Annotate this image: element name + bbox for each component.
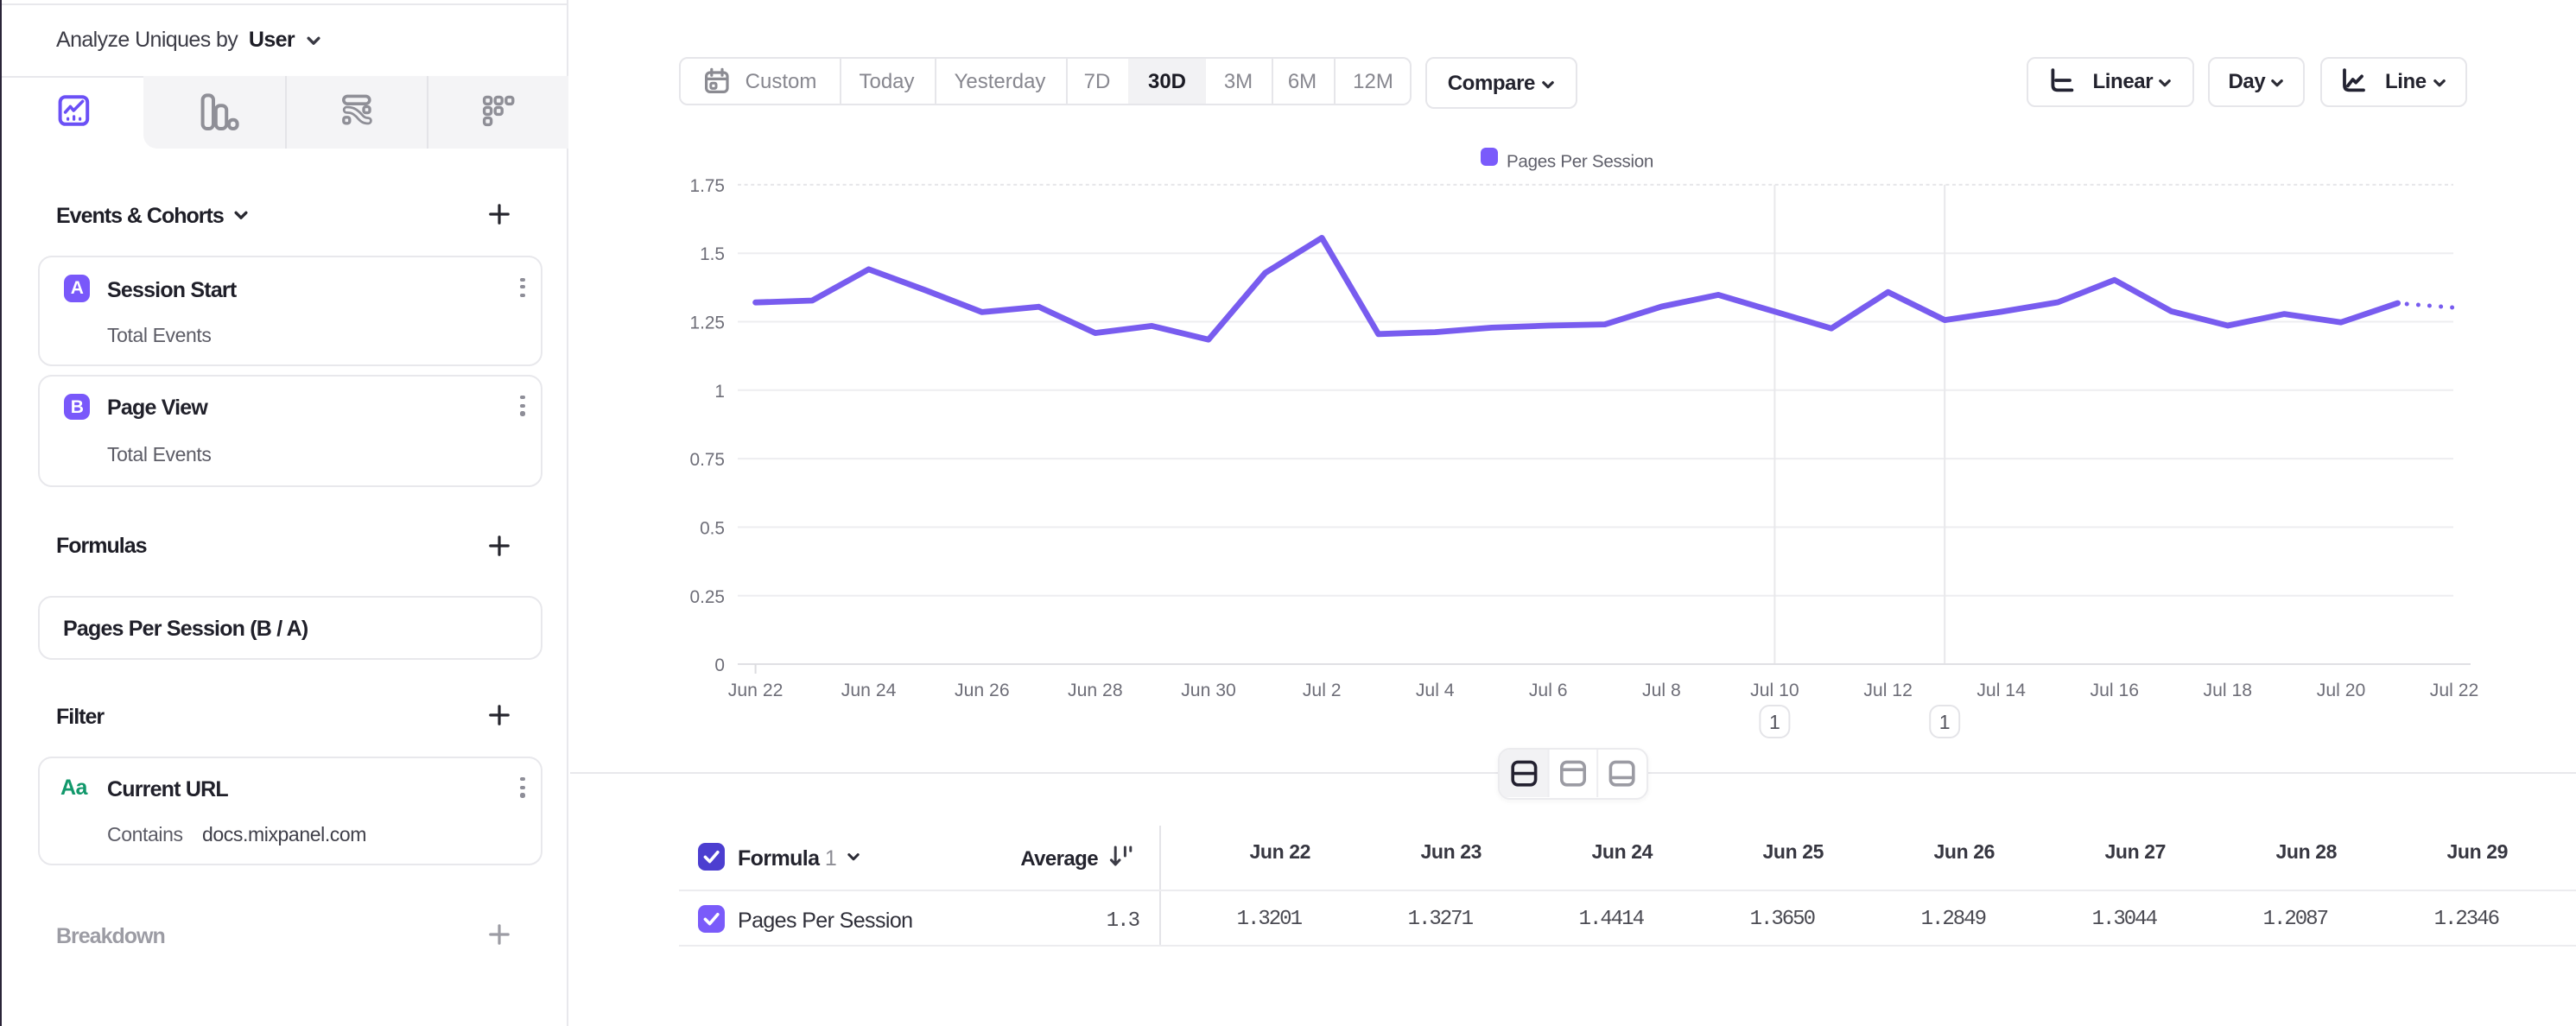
svg-text:1.25: 1.25 [690, 314, 725, 333]
svg-text:Jul 8: Jul 8 [1642, 681, 1681, 700]
svg-text:Jul 14: Jul 14 [1976, 681, 2026, 700]
svg-text:Jul 2: Jul 2 [1303, 681, 1342, 700]
svg-text:0.5: 0.5 [700, 518, 725, 538]
svg-text:Jun 28: Jun 28 [1068, 681, 1123, 700]
svg-text:1: 1 [714, 382, 725, 402]
svg-text:Jul 16: Jul 16 [2091, 681, 2140, 700]
svg-text:1.5: 1.5 [700, 244, 725, 264]
svg-text:1.75: 1.75 [690, 176, 725, 196]
svg-text:Jul 18: Jul 18 [2204, 681, 2253, 700]
svg-text:1: 1 [1939, 711, 1951, 733]
svg-text:Jul 6: Jul 6 [1529, 681, 1568, 700]
svg-text:Jun 26: Jun 26 [955, 681, 1010, 700]
svg-text:Pages Per Session: Pages Per Session [1507, 152, 1653, 172]
svg-text:1: 1 [1769, 711, 1780, 733]
svg-text:Jun 22: Jun 22 [728, 681, 784, 700]
svg-text:0: 0 [714, 656, 725, 675]
svg-text:Jul 22: Jul 22 [2430, 681, 2479, 700]
svg-text:Jul 4: Jul 4 [1416, 681, 1455, 700]
svg-text:Jul 12: Jul 12 [1863, 681, 1913, 700]
svg-text:0.75: 0.75 [690, 450, 725, 470]
svg-text:Jul 20: Jul 20 [2317, 681, 2366, 700]
svg-text:Jun 24: Jun 24 [841, 681, 897, 700]
svg-text:Jun 30: Jun 30 [1181, 681, 1236, 700]
svg-text:0.25: 0.25 [690, 587, 725, 607]
svg-text:Jul 10: Jul 10 [1750, 681, 1799, 700]
